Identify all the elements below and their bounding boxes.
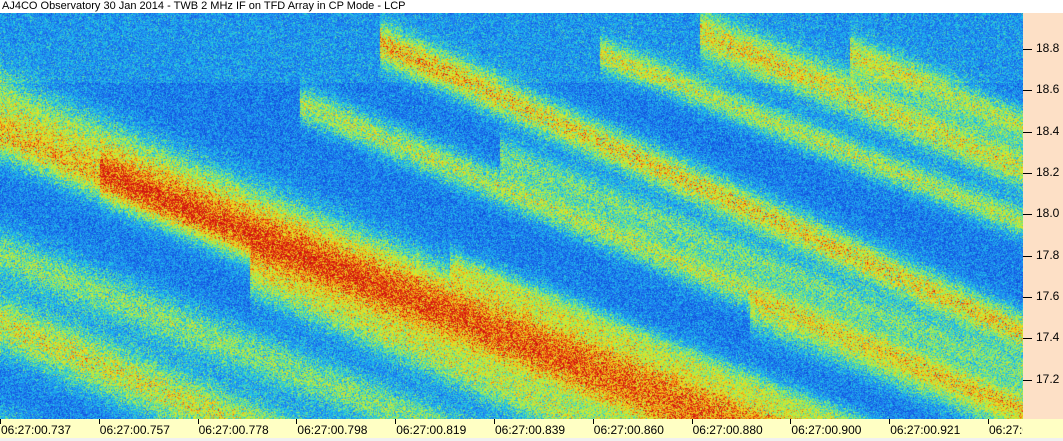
x-tick-label: 06:27:00.860: [593, 423, 664, 437]
x-tick: [494, 419, 495, 424]
x-tick-label: 06:27:00.737: [1, 423, 72, 437]
x-tick: [197, 419, 199, 424]
y-tick: [1023, 255, 1032, 257]
x-tick: [889, 419, 891, 424]
x-tick: [790, 419, 792, 424]
y-tick: [1023, 297, 1032, 299]
x-tick: [988, 419, 989, 424]
y-tick-label: 18.2: [1036, 165, 1060, 180]
axis-corner: [1023, 419, 1063, 438]
chart-title: AJ4CO Observatory 30 Jan 2014 - TWB 2 MH…: [0, 0, 1063, 13]
x-tick: [395, 419, 397, 424]
x-tick-label: 06:27:00.819: [396, 423, 467, 437]
x-tick: [0, 419, 1, 424]
y-tick-label: 18.0: [1036, 206, 1060, 221]
y-tick: [1023, 90, 1032, 92]
y-tick: [1023, 49, 1032, 51]
x-axis: 06:27:00.737 06:27:00.757 06:27:00.778 06:2…: [0, 419, 1059, 438]
x-tick-label: 06:27:00.900: [791, 423, 862, 437]
y-tick-label: 17.2: [1036, 371, 1060, 386]
y-tick: [1023, 379, 1032, 381]
x-tick: [592, 419, 594, 424]
y-tick: [1023, 173, 1032, 175]
x-tick: [691, 419, 693, 424]
y-tick-label: 17.6: [1036, 289, 1060, 304]
x-tick-label: 06:27:00.778: [198, 423, 269, 437]
y-axis: 18.8 18.6 18.4 18.2 18.0 17.8 17.6 17.4 17.2: [1023, 13, 1063, 419]
x-tick: [296, 419, 298, 424]
y-tick-label: 18.8: [1036, 41, 1060, 56]
x-tick-label: 06:27:00.921: [890, 423, 961, 437]
y-tick-label: 18.6: [1036, 82, 1060, 97]
y-tick: [1023, 338, 1032, 340]
x-tick-label: 06:27:00.798: [297, 423, 368, 437]
x-tick-label: 06:27:00.839: [495, 423, 566, 437]
y-tick-label: 17.4: [1036, 330, 1060, 345]
y-tick: [1023, 214, 1032, 216]
x-tick-label: 06:27:00.757: [99, 423, 170, 437]
spectrogram-heatmap: [0, 13, 1023, 419]
y-tick-label: 17.8: [1036, 247, 1060, 262]
x-tick: [98, 419, 100, 424]
y-tick: [1023, 131, 1032, 133]
x-tick-label: 06:27:00.880: [692, 423, 763, 437]
y-tick-label: 18.4: [1036, 123, 1060, 138]
